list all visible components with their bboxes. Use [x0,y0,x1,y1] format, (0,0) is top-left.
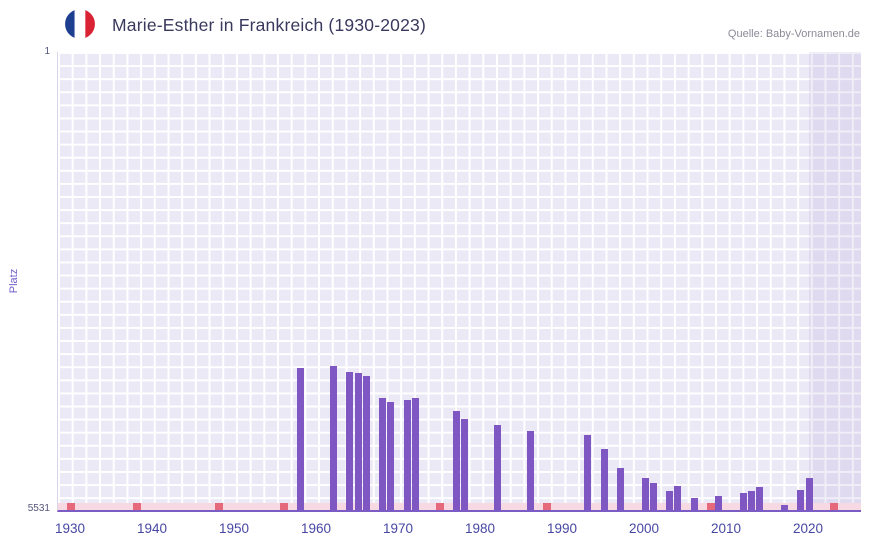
bar[interactable] [690,498,698,510]
bar[interactable] [493,424,501,510]
no-rank-marker[interactable] [67,503,75,510]
no-rank-marker[interactable] [829,503,838,510]
bar[interactable] [756,486,764,510]
y-tick-bottom: 5531 [27,503,50,514]
bar[interactable] [354,373,362,510]
x-tick-label: 1940 [136,521,168,536]
bar[interactable] [461,418,469,510]
bar[interactable] [797,490,805,510]
no-rank-marker[interactable] [132,503,141,510]
y-tick-top: 1 [44,46,50,57]
bar[interactable] [674,485,682,510]
bar[interactable] [584,435,592,510]
bar[interactable] [616,467,624,510]
bar[interactable] [666,490,674,510]
bar[interactable] [748,490,756,510]
x-tick-label: 2000 [628,521,660,536]
x-tick-label: 1970 [382,521,414,536]
x-tick-label: 1960 [300,521,332,536]
chart-title: Marie-Esther in Frankreich (1930-2023) [112,15,426,35]
bar[interactable] [739,493,747,510]
bar[interactable] [411,398,419,510]
no-rank-marker[interactable] [706,503,715,510]
y-axis-title: Platz [8,268,20,294]
no-rank-marker[interactable] [280,503,289,510]
bar[interactable] [452,410,460,510]
x-tick-label: 1950 [218,521,250,536]
x-tick-label: 1980 [464,521,496,536]
bar[interactable] [715,495,723,510]
x-tick-label: 1990 [546,521,578,536]
x-tick-label: 2010 [710,521,742,536]
bar[interactable] [346,371,354,510]
bar[interactable] [297,368,305,510]
bar[interactable] [329,365,337,510]
x-tick-label: 2020 [792,521,824,536]
recent-years-shade [809,52,861,510]
bar[interactable] [780,504,788,510]
bar[interactable] [362,375,370,510]
plot-area [57,52,861,512]
source-label: Quelle: Baby-Vornamen.de [727,28,860,40]
bar[interactable] [600,448,608,510]
french-flag-icon [65,9,95,39]
bar[interactable] [649,482,657,510]
no-rank-marker[interactable] [214,503,223,510]
no-rank-marker[interactable] [542,503,551,510]
bar[interactable] [526,431,534,510]
bar[interactable] [805,477,813,510]
x-axis-labels: 1930 1940 1950 1960 1970 1980 1990 2000 2010 2020 [54,521,860,541]
x-tick-label: 1930 [54,521,86,536]
bar[interactable] [387,402,395,510]
bar[interactable] [403,399,411,510]
no-rank-marker[interactable] [436,503,444,510]
bar[interactable] [641,477,649,510]
bar[interactable] [379,398,387,510]
